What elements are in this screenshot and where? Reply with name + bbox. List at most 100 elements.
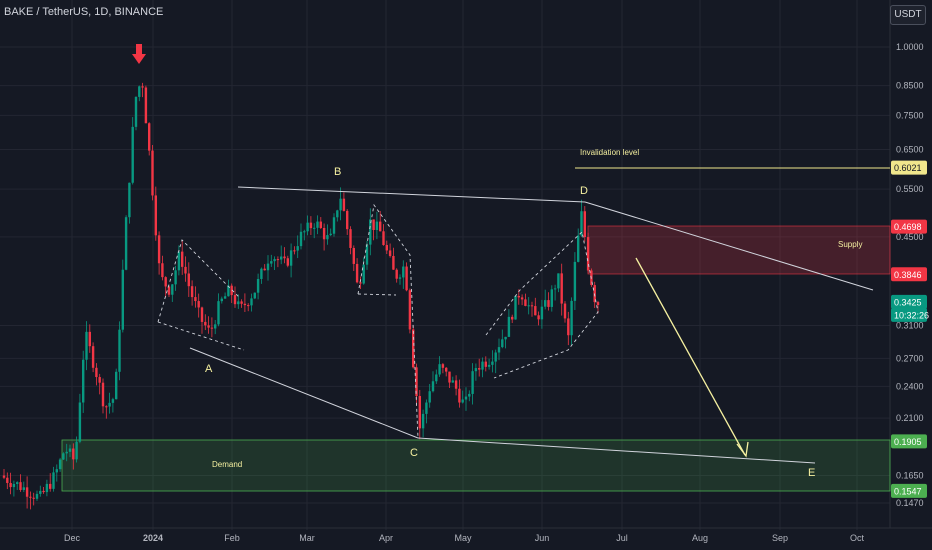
candle-body bbox=[497, 347, 501, 353]
candle-body bbox=[445, 367, 448, 372]
symbol-title: BAKE / TetherUS, 1D, BINANCE bbox=[4, 6, 164, 18]
candle-body bbox=[441, 364, 445, 368]
candle-body bbox=[263, 268, 266, 271]
candle-body bbox=[405, 266, 408, 291]
candle-body bbox=[339, 198, 342, 211]
candle-body bbox=[313, 227, 316, 229]
candle-body bbox=[217, 301, 220, 325]
candle-body bbox=[296, 246, 299, 251]
upper-trendline bbox=[237, 186, 586, 203]
candle-body bbox=[82, 359, 85, 403]
candle-body bbox=[214, 324, 217, 329]
candle-body bbox=[260, 268, 263, 279]
candle-body bbox=[504, 336, 507, 340]
price-tag-demand-top bbox=[891, 434, 927, 449]
candle-body bbox=[326, 235, 329, 240]
candle-body bbox=[49, 483, 52, 489]
candle-body bbox=[157, 235, 161, 264]
candle-body bbox=[530, 305, 534, 307]
candle-body bbox=[336, 210, 339, 218]
candle-body bbox=[171, 284, 174, 295]
candle-body bbox=[131, 126, 134, 183]
candle-body bbox=[550, 289, 553, 307]
candle-body bbox=[190, 286, 194, 298]
y-tick-label: 0.5500 bbox=[896, 184, 924, 194]
candle-body bbox=[283, 256, 286, 259]
x-tick-label: May bbox=[454, 533, 472, 543]
y-tick-label: 0.2400 bbox=[896, 381, 924, 391]
candle-body bbox=[115, 371, 118, 400]
candle-body bbox=[194, 297, 197, 302]
candle-body bbox=[359, 282, 362, 284]
price-tag-last bbox=[891, 294, 927, 309]
candle-body bbox=[484, 361, 487, 367]
candle-body bbox=[534, 306, 537, 316]
candle-body bbox=[138, 86, 141, 97]
candle-body bbox=[468, 393, 471, 397]
candle-body bbox=[540, 306, 544, 320]
candle-body bbox=[22, 487, 25, 490]
candle-body bbox=[560, 273, 563, 304]
candle-body bbox=[95, 367, 98, 378]
candle-body bbox=[207, 325, 210, 328]
x-tick-label: 2024 bbox=[143, 533, 163, 543]
candle-body bbox=[487, 364, 491, 367]
candle-body bbox=[164, 277, 167, 287]
candle-body bbox=[520, 297, 524, 300]
candle-body bbox=[101, 382, 105, 407]
lower-trendline bbox=[189, 347, 419, 439]
candle-body bbox=[121, 269, 124, 330]
candle-body bbox=[2, 475, 6, 478]
candle-body bbox=[134, 96, 138, 127]
upper-trendline-extension bbox=[584, 201, 874, 291]
top-arrow-icon bbox=[132, 44, 146, 64]
currency-button[interactable]: USDT bbox=[890, 5, 926, 25]
supply-label: Supply bbox=[838, 240, 862, 249]
price-axis[interactable]: 1.0000 0.8500 0.7500 0.6500 0.5500 0.4500 0.31… bbox=[896, 42, 924, 508]
demand-label: Demand bbox=[212, 460, 242, 469]
candle-body bbox=[435, 374, 438, 382]
candle-body bbox=[200, 307, 204, 322]
candle-body bbox=[577, 235, 580, 262]
y-tick-label: 0.2700 bbox=[896, 353, 924, 363]
candle-body bbox=[563, 303, 567, 319]
y-tick-label: 0.3100 bbox=[896, 321, 924, 331]
candle-body bbox=[421, 413, 425, 429]
candle-body bbox=[55, 469, 58, 473]
candle-body bbox=[514, 295, 517, 320]
candle-body bbox=[118, 329, 121, 372]
candle-body bbox=[230, 285, 233, 296]
candle-body bbox=[148, 123, 151, 151]
candle-body bbox=[395, 269, 398, 279]
grid bbox=[0, 0, 932, 530]
candle-body bbox=[458, 388, 461, 403]
y-tick-label: 0.4500 bbox=[896, 232, 924, 242]
x-tick-label: Apr bbox=[379, 533, 393, 543]
invalidation-label: Invalidation level bbox=[580, 148, 639, 157]
projection-arrow-head bbox=[736, 441, 749, 458]
candle-body bbox=[273, 259, 276, 262]
candle-body bbox=[474, 368, 478, 372]
candle-body bbox=[276, 259, 280, 261]
candle-body bbox=[105, 406, 108, 408]
candle-body bbox=[379, 221, 382, 232]
price-tag-text: 0.3846 bbox=[894, 270, 922, 280]
price-tag-countdown bbox=[891, 307, 927, 322]
candle-body bbox=[583, 211, 586, 238]
candle-body bbox=[527, 305, 530, 307]
candle-body bbox=[210, 327, 214, 329]
candle-body bbox=[392, 255, 395, 270]
y-tick-label: 0.8500 bbox=[896, 81, 924, 91]
price-tag-text: 10:32:26 bbox=[894, 310, 929, 320]
candle-body bbox=[451, 380, 454, 383]
candle-body bbox=[355, 263, 359, 283]
time-axis[interactable]: Dec 2024 Feb Mar Apr May Jun Jul Aug Sep Oct bbox=[64, 533, 865, 543]
candle-body bbox=[517, 295, 520, 298]
candle-body bbox=[16, 482, 19, 484]
y-tick-label: 0.7500 bbox=[896, 110, 924, 120]
candle-body bbox=[111, 399, 115, 403]
candle-body bbox=[398, 277, 402, 279]
candle-body bbox=[144, 87, 148, 124]
